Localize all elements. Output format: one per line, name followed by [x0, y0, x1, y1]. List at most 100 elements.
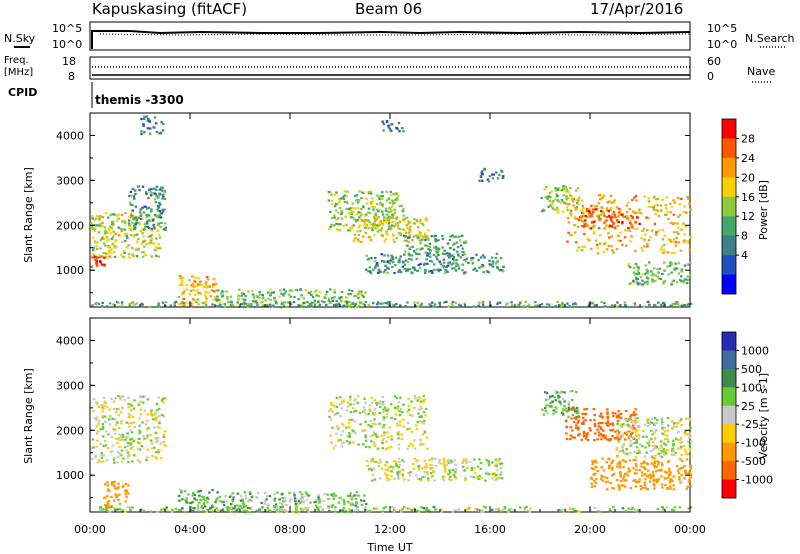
power-cell: [199, 292, 202, 295]
velocity-cell: [419, 444, 422, 447]
velocity-cell: [666, 429, 669, 432]
power-cell: [404, 305, 407, 308]
velocity-cell: [159, 456, 163, 460]
power-cell: [191, 282, 194, 286]
velocity-cell: [129, 509, 132, 512]
velocity-cell: [426, 448, 429, 451]
velocity-cell: [417, 408, 421, 411]
power-cell: [395, 126, 398, 129]
velocity-cell: [208, 491, 211, 494]
power-cell: [587, 209, 591, 212]
power-cell: [494, 262, 498, 265]
power-cell: [199, 280, 202, 283]
power-cell: [625, 215, 629, 218]
power-cell: [554, 208, 557, 211]
power-cell: [302, 306, 305, 309]
velocity-cell: [114, 418, 117, 421]
power-cell: [91, 256, 94, 259]
power-cell: [362, 206, 365, 209]
power-cell: [573, 224, 576, 227]
power-cell: [333, 216, 336, 219]
power-cell: [342, 197, 346, 200]
velocity-cell: [686, 485, 690, 488]
power-cell: [389, 226, 392, 229]
velocity-cell: [661, 426, 664, 429]
power-cell: [272, 291, 276, 294]
velocity-cell: [191, 501, 194, 504]
power-cell: [581, 199, 584, 202]
power-cell: [687, 197, 690, 200]
power-cell: [120, 253, 123, 256]
velocity-cell: [137, 437, 141, 441]
power-cell: [180, 281, 183, 284]
power-cell: [596, 214, 599, 218]
velocity-cell: [658, 454, 662, 457]
power-cell: [404, 270, 408, 273]
velocity-cell: [617, 416, 621, 419]
power-cell: [370, 205, 374, 208]
power-cell: [406, 301, 409, 304]
power-cell: [371, 200, 375, 203]
velocity-cell: [594, 481, 598, 484]
power-cell: [313, 291, 317, 294]
nave-label: Nave: [747, 65, 775, 78]
power-cell: [100, 237, 104, 240]
velocity-cell: [276, 511, 279, 514]
velocity-cell: [120, 460, 124, 463]
velocity-cell: [577, 409, 580, 412]
velocity-cell: [415, 428, 418, 431]
power-cell: [128, 256, 131, 259]
velocity-cell: [592, 461, 595, 464]
velocity-cell: [654, 454, 657, 457]
power-cell: [391, 258, 394, 261]
velocity-cell: [328, 409, 331, 413]
x-tick-label: 16:00: [474, 523, 506, 536]
velocity-cell: [595, 461, 598, 464]
velocity-cell: [162, 415, 166, 418]
power-cell: [456, 250, 459, 253]
power-cell: [220, 290, 224, 293]
velocity-cell: [627, 467, 631, 470]
velocity-cell: [425, 466, 428, 469]
power-cell: [156, 209, 160, 212]
velocity-cell: [353, 420, 357, 423]
power-cell: [145, 216, 148, 219]
power-cell: [330, 199, 333, 202]
velocity-cell: [667, 469, 671, 472]
power-cell: [448, 252, 451, 255]
velocity-cell: [396, 470, 399, 473]
power-cell: [676, 222, 679, 225]
velocity-cell: [150, 442, 154, 445]
velocity-cell: [101, 427, 105, 430]
velocity-cell: [499, 467, 503, 470]
velocity-cell: [348, 432, 351, 435]
velocity-cell: [385, 461, 389, 464]
velocity-cell: [635, 431, 638, 434]
power-cell: [560, 304, 563, 308]
power-cell: [95, 263, 99, 266]
velocity-cell: [583, 412, 586, 415]
power-cell: [566, 209, 569, 212]
velocity-cell: [376, 436, 379, 439]
velocity-cell: [129, 442, 132, 445]
power-cell: [642, 227, 646, 230]
colorbar-tick-label: -1000: [741, 474, 773, 487]
power-cell: [489, 264, 493, 267]
power-cell: [347, 292, 350, 296]
velocity-cell: [606, 424, 610, 427]
velocity-cell: [307, 494, 310, 497]
velocity-cell: [611, 411, 615, 414]
velocity-cell: [423, 509, 426, 512]
power-cell: [90, 265, 94, 268]
velocity-cell: [619, 472, 622, 475]
power-cell: [361, 294, 364, 297]
power-cell: [145, 191, 148, 194]
velocity-cell: [678, 506, 682, 509]
power-cell: [433, 303, 437, 306]
velocity-cell: [334, 494, 338, 497]
power-cell: [502, 270, 505, 273]
power-cell: [131, 228, 134, 231]
velocity-cell: [420, 407, 423, 410]
velocity-cell: [303, 500, 306, 503]
power-cell: [416, 305, 420, 308]
